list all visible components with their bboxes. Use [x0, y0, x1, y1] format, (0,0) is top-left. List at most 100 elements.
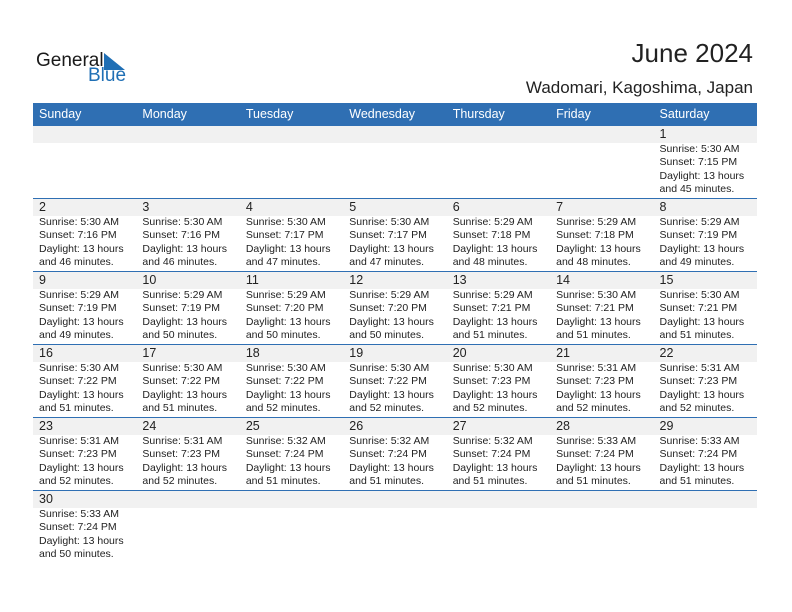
- day-number: 6: [452, 200, 460, 214]
- day-cell: 14 Sunrise: 5:30 AM Sunset: 7:21 PM Dayligh…: [550, 272, 653, 344]
- empty-cell: [550, 491, 653, 563]
- daylight: Daylight: 13 hours: [452, 461, 538, 474]
- daylight: Daylight: 13 hours: [142, 242, 228, 255]
- daylight-minutes: and 48 minutes.: [452, 256, 528, 269]
- day-number: 21: [556, 346, 571, 360]
- sunrise: Sunrise: 5:29 AM: [349, 289, 430, 301]
- day-cell: 19 Sunrise: 5:30 AM Sunset: 7:22 PM Dayligh…: [343, 345, 446, 417]
- daylight: Daylight: 13 hours: [245, 315, 331, 328]
- calendar: Sunday Monday Tuesday Wednesday Thursday Frid…: [33, 103, 757, 563]
- day-cell: 20 Sunrise: 5:30 AM Sunset: 7:23 PM Dayligh…: [447, 345, 550, 417]
- sunset: Sunset: 7:17 PM: [349, 229, 427, 242]
- daylight-minutes: and 51 minutes.: [556, 329, 631, 342]
- day-cell: 26 Sunrise: 5:32 AM Sunset: 7:24 PM Dayligh…: [343, 418, 446, 490]
- daylight-minutes: and 52 minutes.: [452, 402, 528, 415]
- day-cell: 25 Sunrise: 5:32 AM Sunset: 7:24 PM Dayligh…: [240, 418, 343, 490]
- sunrise: Sunrise: 5:33 AM: [556, 435, 637, 447]
- daylight: Daylight: 13 hours: [39, 242, 124, 255]
- day-cell: 6 Sunrise: 5:29 AM Sunset: 7:18 PM Daylight…: [447, 199, 550, 271]
- day-number: 15: [659, 273, 674, 287]
- day-cell: 10 Sunrise: 5:29 AM Sunset: 7:19 PM Dayligh…: [136, 272, 239, 344]
- sunrise: Sunrise: 5:33 AM: [659, 435, 740, 447]
- daylight-minutes: and 49 minutes.: [659, 256, 735, 269]
- daylight-minutes: and 46 minutes.: [142, 256, 218, 269]
- sunrise: Sunrise: 5:30 AM: [142, 216, 223, 228]
- day-number: 20: [452, 346, 467, 360]
- sunrise: Sunrise: 5:29 AM: [39, 289, 119, 301]
- empty-cell: [447, 491, 550, 563]
- sunset: Sunset: 7:23 PM: [39, 448, 117, 461]
- sunset: Sunset: 7:18 PM: [452, 229, 531, 242]
- sunrise: Sunrise: 5:30 AM: [659, 289, 740, 301]
- daylight: Daylight: 13 hours: [556, 242, 641, 255]
- daylight-minutes: and 52 minutes.: [556, 402, 631, 415]
- sunset: Sunset: 7:23 PM: [659, 375, 738, 388]
- daylight: Daylight: 13 hours: [659, 315, 745, 328]
- week-row: 30 Sunrise: 5:33 AM Sunset: 7:24 PM Dayligh…: [33, 490, 757, 563]
- day-number: 2: [39, 200, 46, 214]
- daylight-minutes: and 51 minutes.: [452, 475, 528, 488]
- daylight: Daylight: 13 hours: [452, 388, 538, 401]
- empty-cell: [136, 491, 239, 563]
- daylight-minutes: and 52 minutes.: [349, 402, 424, 415]
- sunrise: Sunrise: 5:30 AM: [556, 289, 637, 301]
- week-row: 9 Sunrise: 5:29 AM Sunset: 7:19 PM Daylight…: [33, 271, 757, 344]
- daylight: Daylight: 13 hours: [349, 242, 434, 255]
- weekday-header: Sunday Monday Tuesday Wednesday Thursday Frid…: [33, 103, 757, 126]
- daylight: Daylight: 13 hours: [452, 242, 538, 255]
- location: Wadomari, Kagoshima, Japan: [525, 78, 753, 97]
- sunrise: Sunrise: 5:30 AM: [245, 216, 326, 228]
- sunset: Sunset: 7:24 PM: [659, 448, 738, 461]
- day-cell: 29 Sunrise: 5:33 AM Sunset: 7:24 PM Dayligh…: [654, 418, 757, 490]
- empty-cell: [240, 491, 343, 563]
- weekday-wednesday: Wednesday: [349, 107, 416, 121]
- sunrise: Sunrise: 5:33 AM: [39, 508, 119, 520]
- weekday-saturday: Saturday: [659, 107, 710, 121]
- sunset: Sunset: 7:16 PM: [142, 229, 221, 242]
- day-cell: 4 Sunrise: 5:30 AM Sunset: 7:17 PM Daylight…: [240, 199, 343, 271]
- daylight: Daylight: 13 hours: [245, 461, 331, 474]
- sunset: Sunset: 7:19 PM: [659, 229, 738, 242]
- daylight: Daylight: 13 hours: [142, 461, 228, 474]
- sunset: Sunset: 7:24 PM: [39, 521, 117, 534]
- daylight-minutes: and 50 minutes.: [39, 548, 114, 561]
- daylight-minutes: and 51 minutes.: [245, 475, 321, 488]
- daylight-minutes: and 50 minutes.: [245, 329, 321, 342]
- empty-cell: [33, 126, 136, 198]
- daylight-minutes: and 49 minutes.: [39, 329, 114, 342]
- day-cell: 8 Sunrise: 5:29 AM Sunset: 7:19 PM Daylight…: [654, 199, 757, 271]
- day-cell: 2 Sunrise: 5:30 AM Sunset: 7:16 PM Daylight…: [33, 199, 136, 271]
- daylight: Daylight: 13 hours: [39, 388, 124, 401]
- daylight: Daylight: 13 hours: [39, 461, 124, 474]
- daylight-minutes: and 52 minutes.: [659, 402, 735, 415]
- daylight: Daylight: 13 hours: [556, 461, 641, 474]
- sunset: Sunset: 7:23 PM: [452, 375, 531, 388]
- day-number: 1: [659, 127, 667, 141]
- day-number: 3: [142, 200, 150, 214]
- day-number: 10: [142, 273, 157, 287]
- sunrise: Sunrise: 5:30 AM: [39, 362, 119, 374]
- daylight-minutes: and 51 minutes.: [39, 402, 114, 415]
- day-cell: 12 Sunrise: 5:29 AM Sunset: 7:20 PM Dayligh…: [343, 272, 446, 344]
- daylight: Daylight: 13 hours: [39, 534, 124, 547]
- sunrise: Sunrise: 5:32 AM: [349, 435, 430, 447]
- sunrise: Sunrise: 5:30 AM: [142, 362, 223, 374]
- sunset: Sunset: 7:15 PM: [659, 156, 738, 169]
- daylight-minutes: and 51 minutes.: [452, 329, 528, 342]
- sunset: Sunset: 7:19 PM: [142, 302, 221, 315]
- day-number: 23: [39, 419, 53, 433]
- logo: General Blue: [36, 50, 136, 90]
- day-number: 29: [659, 419, 674, 433]
- weekday-sunday: Sunday: [39, 107, 82, 121]
- logo-triangle-icon: [104, 53, 125, 70]
- sunset: Sunset: 7:18 PM: [556, 229, 634, 242]
- sunset: Sunset: 7:24 PM: [452, 448, 531, 461]
- day-number: 24: [142, 419, 157, 433]
- sunrise: Sunrise: 5:31 AM: [556, 362, 637, 374]
- day-number: 9: [39, 273, 46, 287]
- daylight: Daylight: 13 hours: [349, 461, 434, 474]
- day-number: 17: [142, 346, 157, 360]
- day-number: 16: [39, 346, 53, 360]
- sunset: Sunset: 7:19 PM: [39, 302, 117, 315]
- sunset: Sunset: 7:20 PM: [349, 302, 427, 315]
